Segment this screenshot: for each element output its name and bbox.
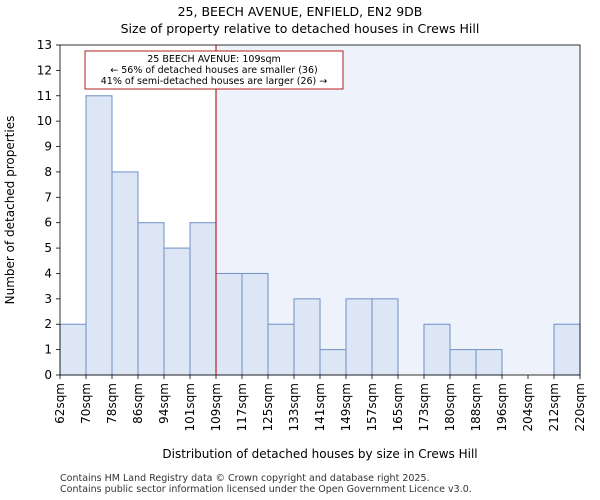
footer-line-2: Contains public sector information licen…	[60, 484, 472, 495]
y-tick-label-7: 7	[44, 190, 52, 204]
x-tick-label-141sqm: 141sqm	[313, 383, 327, 431]
x-tick-label-180sqm: 180sqm	[443, 383, 457, 431]
bar-157sqm	[371, 298, 399, 376]
y-tick-label-4: 4	[44, 266, 52, 280]
x-tick-label-220sqm: 220sqm	[573, 383, 587, 431]
annotation-line-3: 41% of semi-detached houses are larger (…	[101, 76, 328, 87]
x-tick-label-204sqm: 204sqm	[521, 383, 535, 431]
x-tick-label-125sqm: 125sqm	[261, 383, 275, 431]
bar-94sqm	[163, 247, 191, 376]
bar-101sqm	[189, 222, 217, 376]
bar-180sqm	[449, 349, 477, 376]
y-tick-label-11: 11	[37, 89, 52, 103]
bar-149sqm	[345, 298, 373, 376]
bar-133sqm	[293, 298, 321, 376]
x-tick-label-196sqm: 196sqm	[495, 383, 509, 431]
chart-title: 25, BEECH AVENUE, ENFIELD, EN2 9DB	[177, 4, 423, 19]
bar-62sqm	[59, 323, 87, 376]
y-tick-label-0: 0	[44, 368, 52, 382]
y-tick-label-12: 12	[37, 63, 52, 77]
bar-117sqm	[241, 272, 269, 376]
x-tick-label-188sqm: 188sqm	[469, 383, 483, 431]
annotation-line-2: ← 56% of detached houses are smaller (36…	[110, 65, 317, 76]
x-tick-label-165sqm: 165sqm	[391, 383, 405, 431]
x-tick-label-94sqm: 94sqm	[157, 383, 171, 424]
x-tick-label-133sqm: 133sqm	[287, 383, 301, 431]
x-tick-label-157sqm: 157sqm	[365, 383, 379, 431]
annotation-line-1: 25 BEECH AVENUE: 109sqm	[147, 54, 280, 65]
chart-subtitle: Size of property relative to detached ho…	[120, 21, 480, 36]
y-tick-label-5: 5	[44, 241, 52, 255]
y-tick-label-3: 3	[44, 292, 52, 306]
annotation-box	[84, 50, 344, 90]
y-tick-label-10: 10	[37, 114, 52, 128]
y-axis-label: Number of detached properties	[3, 116, 17, 305]
y-tick-label-1: 1	[44, 343, 52, 357]
bar-70sqm	[85, 95, 113, 376]
bar-212sqm	[553, 323, 581, 376]
y-tick-label-9: 9	[44, 140, 52, 154]
x-tick-label-212sqm: 212sqm	[547, 383, 561, 431]
x-tick-label-78sqm: 78sqm	[105, 383, 119, 424]
x-tick-label-62sqm: 62sqm	[53, 383, 67, 424]
bar-78sqm	[111, 171, 139, 376]
x-tick-label-86sqm: 86sqm	[131, 383, 145, 424]
y-tick-label-8: 8	[44, 165, 52, 179]
x-tick-label-117sqm: 117sqm	[235, 383, 249, 431]
bar-141sqm	[319, 349, 347, 376]
x-tick-label-70sqm: 70sqm	[79, 383, 93, 424]
y-tick-label-6: 6	[44, 216, 52, 230]
bar-109sqm	[215, 272, 243, 376]
x-tick-label-109sqm: 109sqm	[209, 383, 223, 431]
x-tick-label-173sqm: 173sqm	[417, 383, 431, 431]
x-axis-label: Distribution of detached houses by size …	[162, 447, 477, 461]
bar-188sqm	[475, 349, 503, 376]
bar-173sqm	[423, 323, 451, 376]
bar-86sqm	[137, 222, 165, 376]
y-tick-label-13: 13	[37, 38, 52, 52]
x-tick-label-101sqm: 101sqm	[183, 383, 197, 431]
y-tick-label-2: 2	[44, 317, 52, 331]
x-tick-label-149sqm: 149sqm	[339, 383, 353, 431]
bar-125sqm	[267, 323, 295, 376]
footer-line-1: Contains HM Land Registry data © Crown c…	[60, 473, 430, 484]
